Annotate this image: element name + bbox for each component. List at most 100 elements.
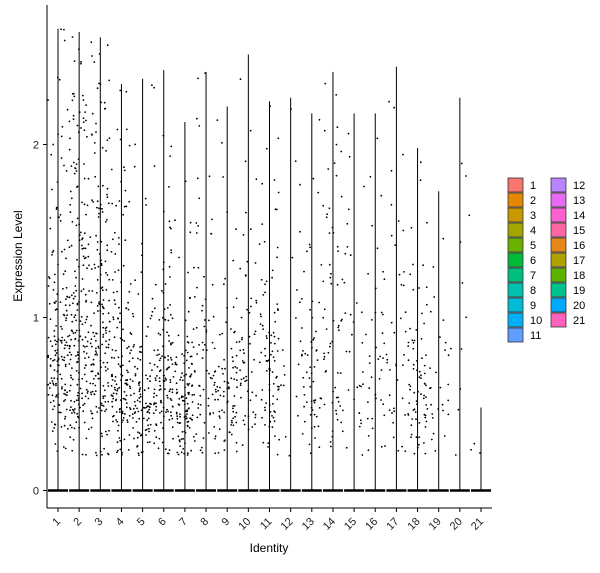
- cell-point: [125, 402, 128, 404]
- cell-point: [54, 443, 57, 445]
- cell-point: [65, 170, 68, 172]
- cell-point: [185, 349, 187, 352]
- cell-point: [142, 406, 145, 409]
- cell-point: [411, 339, 414, 342]
- cell-point: [132, 427, 135, 429]
- cell-point: [303, 405, 305, 408]
- cell-point: [240, 316, 243, 319]
- cell-point: [126, 369, 128, 372]
- cell-point: [145, 204, 148, 206]
- cell-point: [171, 417, 174, 420]
- cell-point: [317, 191, 320, 194]
- cell-point: [296, 289, 298, 291]
- cell-point: [118, 200, 121, 202]
- cell-point: [267, 442, 270, 444]
- cell-point: [197, 403, 200, 405]
- cell-point: [121, 410, 124, 413]
- cell-point: [96, 206, 98, 209]
- cell-point: [153, 307, 156, 310]
- cell-point: [69, 374, 72, 377]
- cell-point: [79, 387, 82, 390]
- cell-point: [54, 343, 57, 346]
- cell-point: [66, 108, 69, 111]
- cell-point: [470, 448, 472, 451]
- cell-point: [107, 382, 109, 384]
- legend-label-12: 12: [573, 180, 585, 192]
- cell-point: [144, 197, 147, 200]
- cell-point: [396, 379, 399, 381]
- cell-point: [184, 319, 187, 322]
- cell-point: [415, 329, 418, 331]
- cell-point: [55, 340, 58, 343]
- cell-point: [102, 307, 105, 310]
- cell-point: [340, 150, 343, 153]
- cell-point: [115, 383, 118, 386]
- cell-point: [249, 228, 252, 231]
- cell-point: [171, 426, 174, 429]
- cell-point: [138, 388, 141, 391]
- cell-point: [83, 350, 85, 353]
- cell-point: [187, 310, 190, 313]
- y-ticks: 012: [33, 140, 47, 498]
- cell-point: [99, 207, 102, 210]
- cell-point: [223, 358, 226, 361]
- cell-point: [95, 234, 97, 237]
- cell-point: [212, 315, 215, 318]
- cell-point: [85, 104, 87, 106]
- cell-point: [317, 425, 320, 428]
- cell-point: [274, 435, 276, 437]
- cell-point: [64, 389, 66, 392]
- cell-point: [194, 371, 196, 373]
- cell-point: [94, 353, 97, 356]
- cell-point: [349, 313, 352, 316]
- cell-point: [278, 438, 280, 441]
- cell-point: [399, 317, 402, 320]
- cell-point: [106, 274, 109, 276]
- cell-point: [171, 391, 174, 394]
- cell-point: [47, 336, 50, 339]
- cell-point: [96, 305, 99, 307]
- cell-point: [356, 386, 359, 389]
- cell-point: [404, 311, 407, 314]
- cell-point: [390, 169, 393, 172]
- cell-point: [78, 301, 80, 303]
- cell-point: [208, 319, 210, 322]
- cell-point: [190, 373, 193, 376]
- cell-point: [53, 377, 56, 380]
- cell-point: [103, 101, 106, 104]
- cell-point: [121, 453, 123, 456]
- cell-point: [367, 449, 370, 452]
- cell-point: [168, 366, 171, 368]
- cell-point: [423, 372, 426, 375]
- cell-point: [82, 264, 85, 267]
- cell-point: [76, 394, 79, 397]
- cell-point: [232, 407, 234, 410]
- violin-6: [152, 70, 175, 492]
- cell-point: [47, 354, 50, 357]
- legend-swatch-18: [550, 267, 567, 283]
- cell-point: [224, 367, 226, 370]
- cell-point: [186, 341, 189, 343]
- cell-point: [343, 281, 346, 284]
- cell-point: [393, 331, 396, 334]
- cell-point: [243, 423, 246, 426]
- cell-point: [156, 375, 158, 377]
- cell-point: [219, 386, 221, 389]
- cell-point: [392, 421, 394, 424]
- cell-point: [213, 347, 216, 350]
- cell-point: [235, 228, 238, 231]
- cell-point: [276, 453, 279, 456]
- legend-label-5: 5: [530, 240, 536, 252]
- cell-point: [67, 428, 69, 430]
- cell-point: [184, 180, 187, 183]
- cell-point: [106, 244, 109, 247]
- cell-point: [162, 328, 165, 331]
- cell-point: [82, 255, 85, 258]
- cell-point: [204, 298, 207, 301]
- cell-point: [203, 344, 206, 346]
- cell-point: [361, 454, 364, 456]
- cell-point: [234, 366, 237, 368]
- violin-2: [68, 32, 90, 492]
- cell-point: [169, 276, 171, 278]
- cell-point: [336, 245, 339, 248]
